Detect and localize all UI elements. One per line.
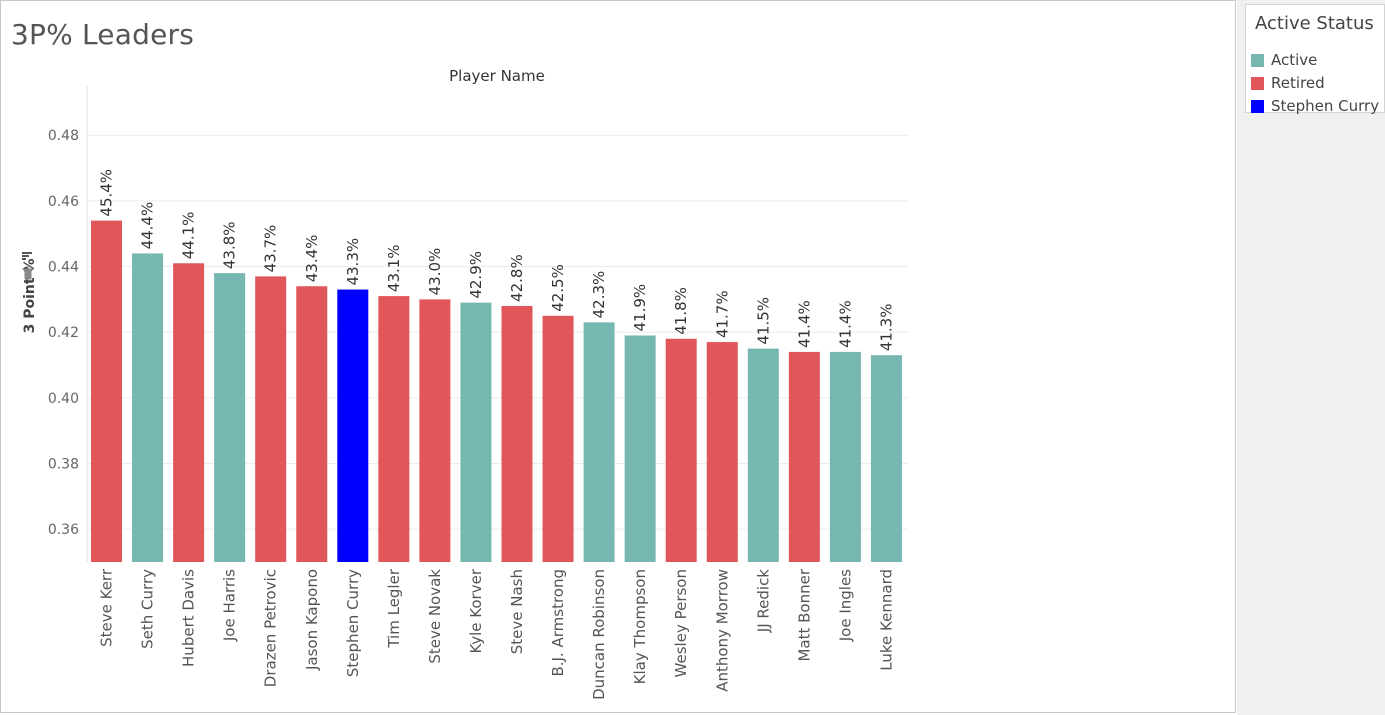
- bar-value-label: 42.3%: [590, 271, 608, 319]
- x-tick-label: Luke Kennard: [877, 569, 895, 671]
- sort-descending-icon: [22, 252, 32, 260]
- side-pane: [1237, 0, 1385, 715]
- bar: [255, 276, 287, 562]
- bar: [829, 351, 861, 562]
- bar: [337, 289, 369, 562]
- legend-swatch-active: [1251, 53, 1264, 67]
- x-tick-label: Seth Curry: [139, 569, 157, 649]
- bar-value-label: 43.0%: [426, 248, 444, 296]
- pin-icon: [21, 265, 35, 280]
- bar-value-label: 43.1%: [385, 244, 403, 292]
- bar-value-label: 43.4%: [303, 235, 321, 283]
- x-tick-label: Joe Ingles: [836, 569, 854, 642]
- x-tick-label: Steve Nash: [508, 569, 526, 654]
- bar-value-label: 44.1%: [180, 212, 198, 260]
- bar: [419, 299, 451, 562]
- bar: [624, 335, 656, 562]
- y-tick-label: 0.40: [48, 391, 79, 407]
- bar: [747, 348, 779, 562]
- bar-value-label: 45.4%: [98, 169, 116, 217]
- x-tick-label: Tim Legler: [385, 568, 403, 648]
- bar: [132, 253, 164, 562]
- bar: [91, 220, 122, 562]
- x-tick-label: Steve Kerr: [98, 568, 116, 647]
- bar: [788, 351, 820, 562]
- bar-value-label: 42.5%: [549, 264, 567, 312]
- x-tick-label: Stephen Curry: [344, 569, 362, 677]
- bar-value-label: 41.4%: [836, 300, 854, 348]
- legend-title: Active Status: [1255, 13, 1374, 34]
- bar: [706, 342, 738, 562]
- legend-label-active: Active: [1271, 51, 1318, 69]
- x-tick-label: Hubert Davis: [180, 569, 198, 667]
- legend-item-retired[interactable]: Retired: [1251, 73, 1325, 93]
- bar: [378, 296, 410, 562]
- bar-value-label: 42.9%: [467, 251, 485, 299]
- legend-label-retired: Retired: [1271, 74, 1325, 92]
- bar-value-label: 41.5%: [754, 297, 772, 345]
- bar-value-label: 41.4%: [795, 300, 813, 348]
- x-tick-label: Duncan Robinson: [590, 569, 608, 700]
- bar: [501, 305, 533, 562]
- bar: [173, 263, 205, 562]
- y-tick-label: 0.42: [48, 325, 79, 341]
- x-tick-label: Jason Kapono: [303, 569, 321, 671]
- chart-title: 3P% Leaders: [11, 18, 194, 51]
- bar: [542, 315, 574, 562]
- legend-swatch-stephen-curry: [1251, 99, 1264, 113]
- viz-pane: [0, 0, 1236, 713]
- x-tick-label: Wesley Person: [672, 569, 690, 677]
- bar-value-label: 43.8%: [221, 221, 239, 269]
- bar-value-label: 41.9%: [631, 284, 649, 332]
- bar: [214, 273, 246, 562]
- bar: [583, 322, 615, 562]
- x-tick-label: B.J. Armstrong: [549, 569, 567, 677]
- y-tick-label: 0.48: [48, 128, 79, 144]
- x-tick-label: Kyle Korver: [467, 568, 485, 653]
- bar: [296, 286, 328, 562]
- legend-label-stephen-curry: Stephen Curry: [1271, 97, 1380, 115]
- bar: [665, 338, 697, 562]
- legend-swatch-retired: [1251, 76, 1264, 90]
- bar-value-label: 44.4%: [139, 202, 157, 250]
- legend: Active Status Active Retired Stephen Cur…: [1245, 4, 1385, 116]
- bar-value-label: 43.3%: [344, 238, 362, 286]
- y-tick-label: 0.46: [48, 194, 79, 210]
- bar-value-label: 42.8%: [508, 254, 526, 302]
- legend-item-stephen-curry[interactable]: Stephen Curry: [1251, 96, 1379, 116]
- legend-item-active[interactable]: Active: [1251, 50, 1317, 70]
- x-tick-label: Matt Bonner: [795, 568, 813, 661]
- y-tick-label: 0.36: [48, 522, 79, 538]
- bar: [460, 302, 492, 562]
- bar-value-label: 43.7%: [262, 225, 280, 273]
- x-tick-label: Anthony Morrow: [713, 569, 731, 692]
- y-tick-label: 0.38: [48, 457, 79, 473]
- x-tick-label: JJ Redick: [754, 569, 772, 634]
- bar-value-label: 41.8%: [672, 287, 690, 335]
- bar-chart: 0.360.380.400.420.440.460.483 Point %Pla…: [21, 67, 908, 700]
- bar-value-label: 41.7%: [713, 290, 731, 338]
- x-tick-label: Joe Harris: [221, 569, 239, 642]
- bar: [870, 355, 902, 562]
- x-tick-label: Steve Novak: [426, 569, 444, 664]
- y-tick-label: 0.44: [48, 260, 79, 276]
- x-axis-title: Player Name: [449, 67, 545, 85]
- x-tick-label: Klay Thompson: [631, 569, 649, 684]
- bar-value-label: 41.3%: [877, 304, 895, 352]
- x-tick-label: Drazen Petrovic: [262, 569, 280, 687]
